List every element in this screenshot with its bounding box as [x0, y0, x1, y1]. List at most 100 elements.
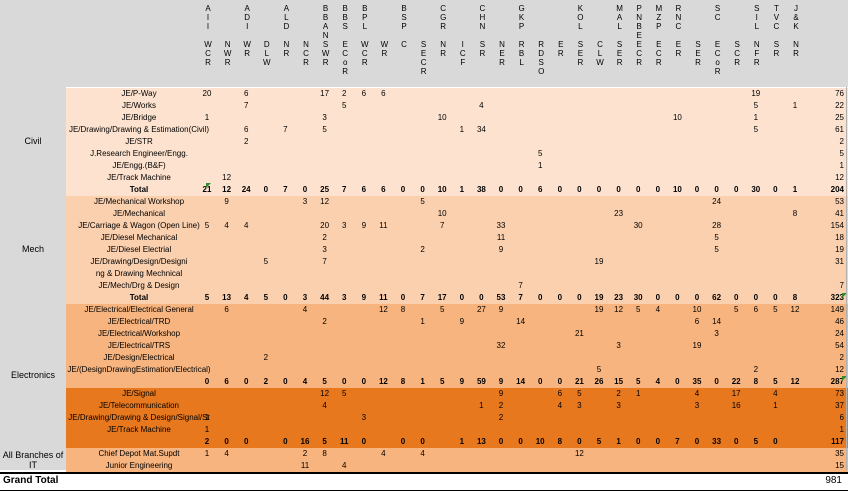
row-label: JE/Drawing/Design/Designi [90, 257, 188, 266]
table-cell: 10 [672, 185, 682, 194]
table-cell: 21 [574, 377, 584, 386]
table-cell: 5 [322, 125, 327, 134]
table-cell: 1 [204, 413, 210, 422]
table-cell: 5 [635, 377, 641, 386]
row-label: JE/Bridge [121, 113, 157, 122]
table-cell: 5 [596, 437, 602, 446]
total-row-label: Total [129, 293, 149, 302]
table-cell: 16 [731, 401, 741, 410]
table-cell: 15 [614, 377, 624, 386]
table-cell: 14 [516, 317, 526, 326]
table-cell: 6 [243, 89, 249, 98]
table-cell: 0 [655, 293, 661, 302]
row-total: 5 [839, 149, 844, 158]
table-cell: 4 [243, 221, 249, 230]
table-cell: 4 [322, 401, 327, 410]
table-cell: 0 [694, 293, 700, 302]
table-cell: 19 [751, 89, 761, 98]
table-cell: 4 [224, 221, 229, 230]
table-cell: 4 [694, 389, 700, 398]
grand-total-value: 981 [825, 475, 842, 486]
total-row-label [66, 436, 212, 448]
table-cell: 0 [733, 185, 739, 194]
table-cell: 44 [320, 293, 330, 302]
row-label: JE/Signal [122, 389, 156, 398]
row-label: JE/Electrical/TRD [107, 317, 171, 326]
table-cell: 22 [731, 377, 741, 386]
table-cell: 24 [241, 185, 251, 194]
row-label: ng & Drawing Mechnical [95, 269, 183, 278]
table-cell: 0 [714, 377, 719, 386]
table-cell: 12 [614, 305, 624, 314]
table-cell: 14 [712, 317, 722, 326]
row-total: 35 [835, 449, 844, 458]
table-cell: 12 [320, 389, 330, 398]
table-cell: 0 [773, 293, 778, 302]
group-band [66, 88, 848, 196]
table-cell: 5 [420, 197, 425, 206]
row-label: JE/Carriage & Wagon (Open Line) [78, 221, 200, 230]
table-cell: 5 [263, 257, 269, 266]
table-cell: 5 [263, 293, 269, 302]
table-cell: 0 [341, 377, 347, 386]
row-label: Chief Depot Mat.Supdt [98, 449, 180, 458]
table-cell: 0 [224, 437, 229, 446]
row-total: 149 [830, 305, 844, 314]
table-cell: 17 [731, 389, 741, 398]
group-name: Civil [24, 136, 42, 146]
table-cell: 0 [635, 437, 641, 446]
table-cell: 1 [792, 101, 798, 110]
table-cell: 12 [320, 197, 330, 206]
table-cell: 4 [224, 449, 229, 458]
row-label: JE/P-Way [121, 89, 157, 98]
row-total: 41 [835, 209, 844, 218]
table-cell: 0 [400, 293, 406, 302]
row-total: 46 [835, 317, 844, 326]
table-cell: 9 [361, 221, 367, 230]
table-cell: 4 [243, 293, 249, 302]
table-cell: 6 [381, 185, 386, 194]
table-cell: 5 [773, 377, 778, 386]
table-cell: 1 [420, 317, 425, 326]
row-label: JE/Track Machine [107, 425, 171, 434]
table-cell: 8 [400, 377, 406, 386]
table-cell: 30 [751, 185, 761, 194]
table-cell: 9 [498, 377, 504, 386]
right-divider [846, 87, 847, 470]
row-label: Junior Engineering [105, 461, 173, 470]
row-total: 22 [835, 101, 844, 110]
row-label: JE/Mech/Drg & Design [98, 281, 180, 290]
row-total: 37 [835, 401, 844, 410]
table-cell: 23 [614, 209, 624, 218]
table-cell: 1 [420, 377, 425, 386]
table-cell: 1 [459, 185, 465, 194]
table-cell: 3 [577, 401, 582, 410]
table-cell: 0 [400, 437, 406, 446]
table-cell: 3 [341, 293, 347, 302]
table-cell: 1 [616, 437, 621, 446]
table-cell: 3 [694, 401, 700, 410]
table-cell: 0 [694, 185, 700, 194]
table-cell: 8 [792, 209, 798, 218]
table-cell: 0 [635, 185, 641, 194]
table-cell: 1 [459, 125, 465, 134]
row-total: 73 [835, 389, 844, 398]
table-cell: 11 [339, 437, 349, 446]
row-total: 25 [835, 113, 844, 122]
table-cell: 2 [616, 389, 621, 398]
table-cell: 7 [243, 101, 249, 110]
table-cell: 0 [420, 185, 425, 194]
row-label: JE/Diesel Electrial [106, 245, 172, 254]
table-cell: 4 [655, 377, 661, 386]
table-cell: 7 [341, 185, 347, 194]
